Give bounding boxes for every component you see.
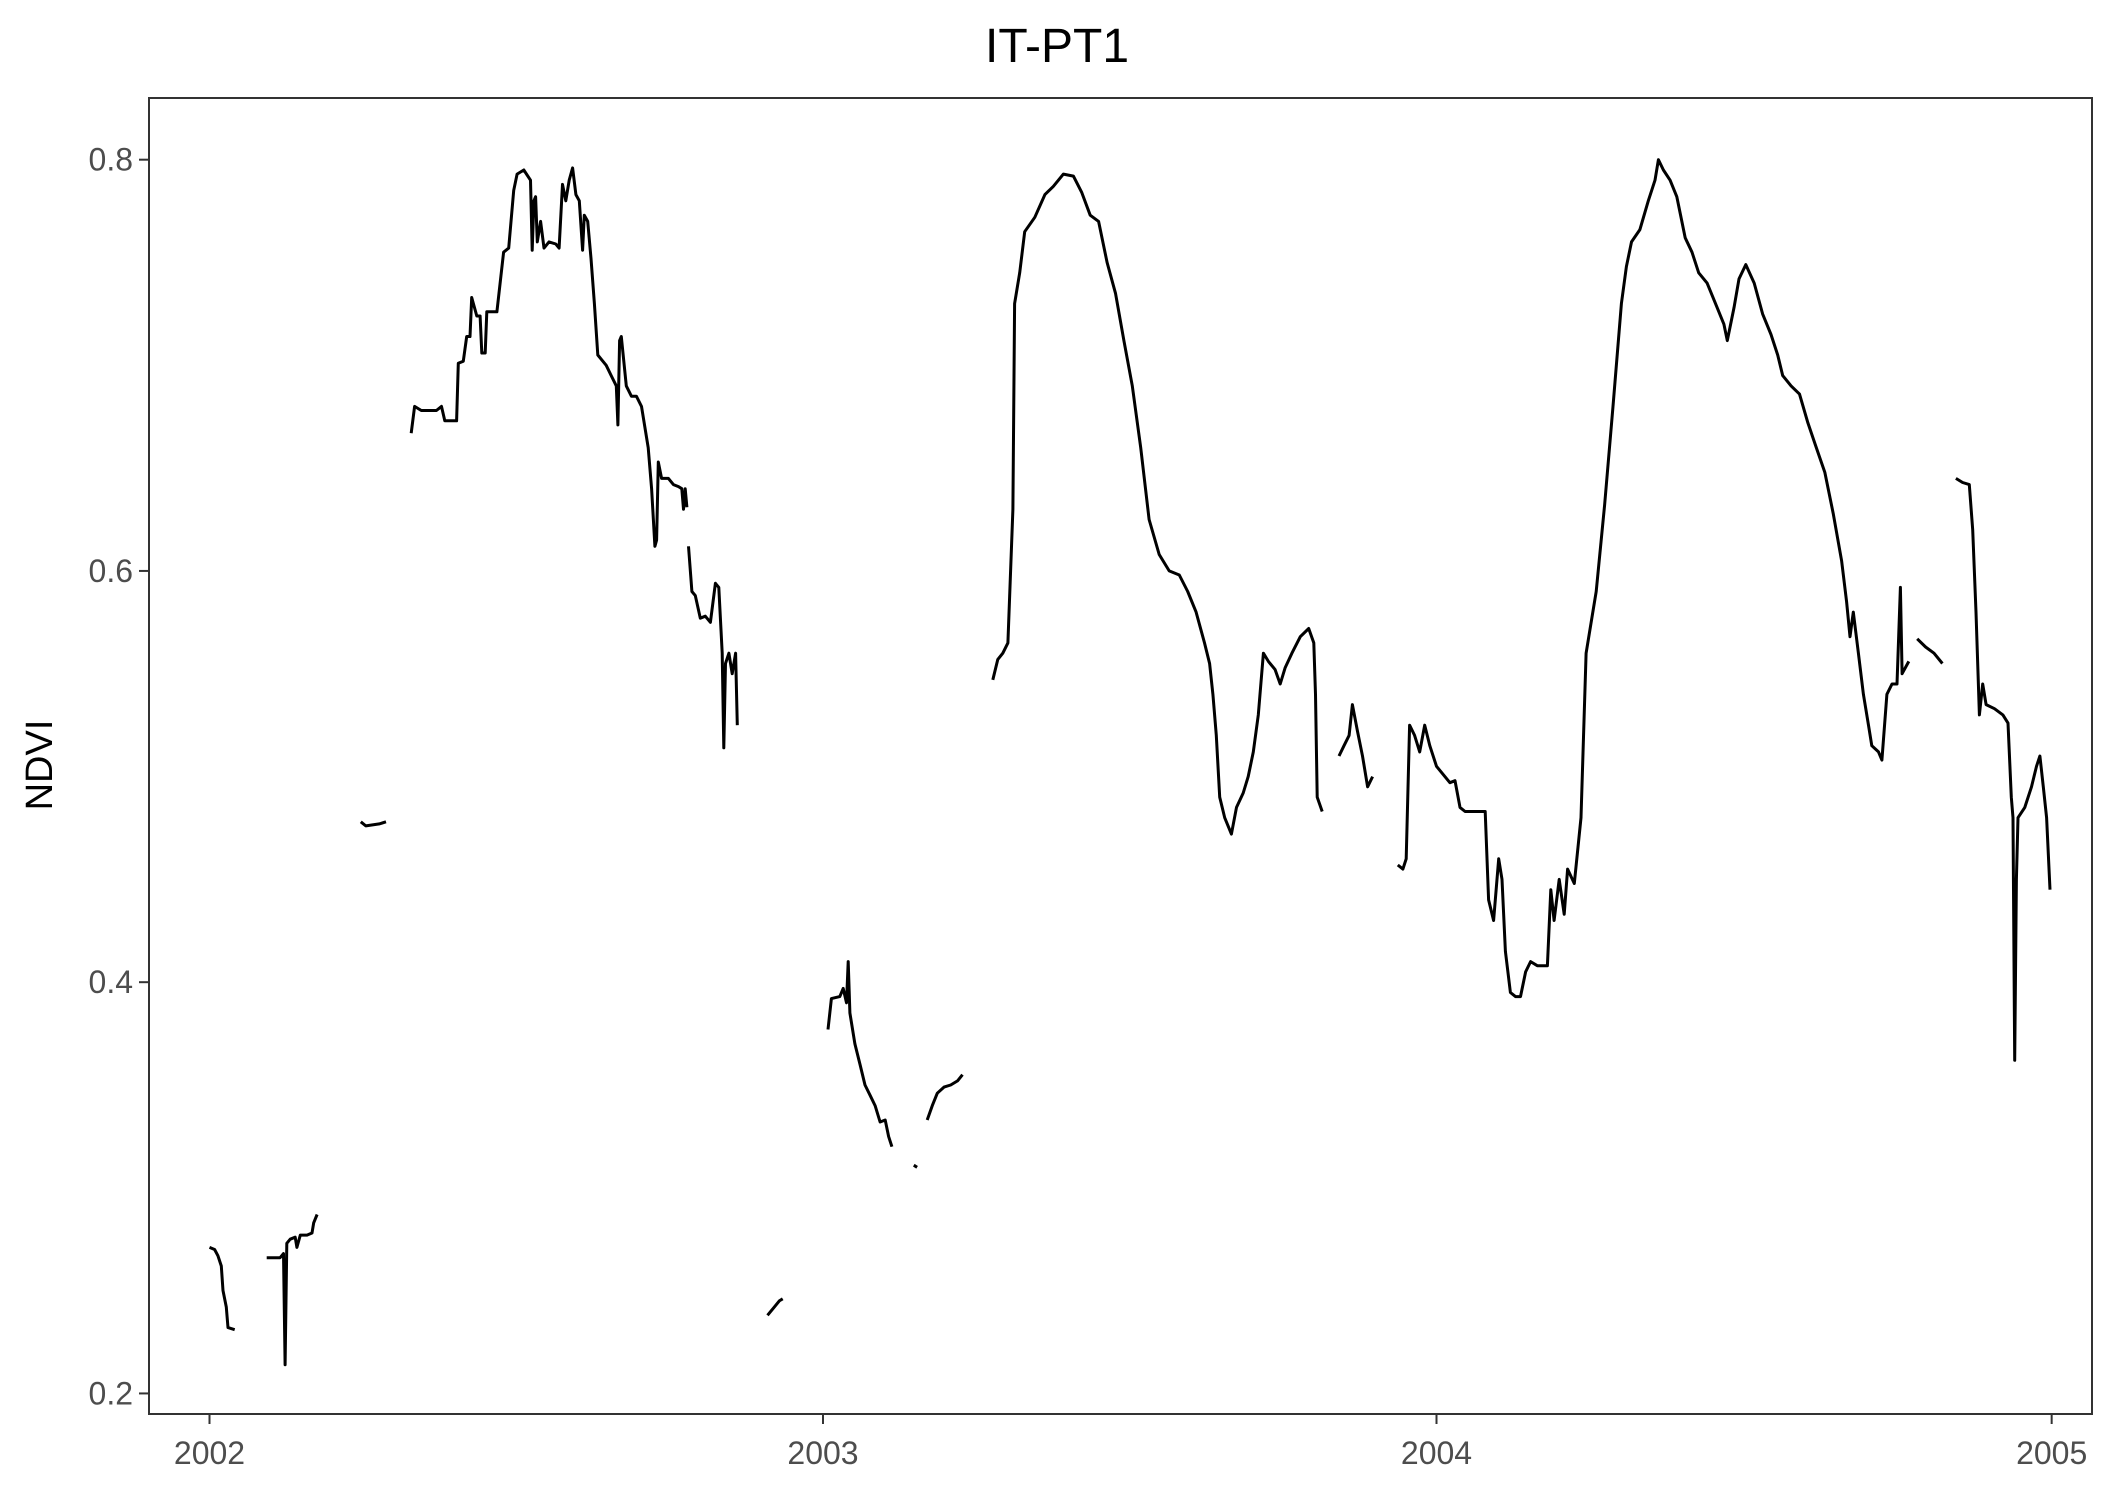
ndvi-line-segment xyxy=(925,1073,964,1121)
ndvi-line-segment xyxy=(687,546,739,750)
ndvi-line-segment xyxy=(409,166,689,548)
ndvi-line-segment xyxy=(912,1163,918,1169)
chart-title: IT-PT1 xyxy=(985,20,1129,73)
plot-panel xyxy=(148,97,2093,1415)
ndvi-line-segment xyxy=(991,172,1324,836)
x-tick-label: 2003 xyxy=(787,1435,858,1471)
x-tick-label: 2005 xyxy=(2016,1435,2087,1471)
ndvi-line-segment xyxy=(1396,158,1911,999)
x-axis: 2002 2003 2004 2005 xyxy=(174,1414,2087,1471)
ndvi-line-segment xyxy=(766,1297,784,1317)
y-axis-title: NDVI xyxy=(19,720,61,811)
y-tick-label: 0.8 xyxy=(89,142,133,178)
ndvi-line-segment xyxy=(1337,703,1374,789)
ndvi-line-segment xyxy=(1955,477,2052,1062)
ndvi-series xyxy=(208,158,2052,1367)
y-tick-label: 0.6 xyxy=(89,553,133,589)
ndvi-line-segment xyxy=(359,820,387,828)
ndvi-line-segment xyxy=(208,1246,236,1332)
x-tick-label: 2002 xyxy=(174,1435,245,1471)
ndvi-line-segment xyxy=(1916,637,1944,665)
y-tick-label: 0.4 xyxy=(89,964,133,1000)
y-axis: 0.2 0.4 0.6 0.8 xyxy=(89,142,149,1411)
ndvi-line-segment xyxy=(826,960,894,1148)
y-tick-label: 0.2 xyxy=(89,1375,133,1411)
x-tick-label: 2004 xyxy=(1401,1435,1472,1471)
ndvi-line-segment xyxy=(266,1213,319,1367)
